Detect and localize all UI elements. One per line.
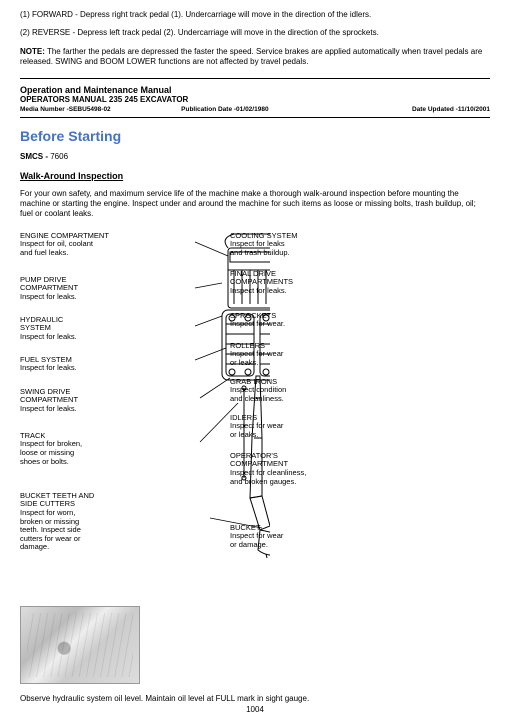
- callout-sub: Inspect for wear.: [230, 320, 350, 329]
- divider-bottom: [20, 117, 490, 118]
- callout-left-2: HYDRAULIC SYSTEMInspect for leaks.: [20, 316, 110, 342]
- manual-subtitle: OPERATORS MANUAL 235 245 EXCAVATOR: [20, 95, 490, 104]
- callout-left-3: FUEL SYSTEMInspect for leaks.: [20, 356, 110, 373]
- callout-left-6: BUCKET TEETH AND SIDE CUTTERSInspect for…: [20, 492, 110, 552]
- callout-sub: Inspect for leaks.: [20, 333, 110, 342]
- section-heading: Before Starting: [20, 128, 490, 144]
- smcs-line: SMCS - 7606: [20, 152, 490, 161]
- publication-date: Publication Date -01/02/1980: [181, 106, 356, 113]
- hydraulic-gauge-photo: [20, 606, 140, 684]
- callout-sub: Inspect for cleanliness, and broken gaug…: [230, 469, 350, 486]
- callout-title: SWING DRIVE COMPARTMENT: [20, 388, 110, 405]
- callout-sub: Inspect for wear or damage.: [230, 532, 350, 549]
- manual-title: Operation and Maintenance Manual: [20, 85, 490, 95]
- callout-sub: Inspect for leaks.: [20, 405, 110, 414]
- callout-right-5: IDLERSInspect for wear or leaks.: [230, 414, 350, 440]
- callout-left-0: ENGINE COMPARTMENTInspect for oil, coola…: [20, 232, 110, 258]
- media-number: Media Number -SEBU5498-02: [20, 106, 181, 113]
- note-paragraph: NOTE: The farther the pedals are depress…: [20, 47, 490, 68]
- callout-left-1: PUMP DRIVE COMPARTMENTInspect for leaks.: [20, 276, 110, 302]
- callout-sub: Inspect for leaks.: [230, 287, 350, 296]
- callout-sub: Inspect for worn, broken or missing teet…: [20, 509, 110, 552]
- callout-sub: Inspect for wear or leaks.: [230, 422, 350, 439]
- callout-right-1: FINAL DRIVE COMPARTMENTSInspect for leak…: [230, 270, 350, 296]
- callout-title: FINAL DRIVE COMPARTMENTS: [230, 270, 350, 287]
- callout-right-2: SPROCKETSInspect for wear.: [230, 312, 350, 329]
- callout-title: PUMP DRIVE COMPARTMENT: [20, 276, 110, 293]
- observe-text: Observe hydraulic system oil level. Main…: [20, 694, 490, 704]
- callout-sub: Inspect for leaks and trash buildup.: [230, 240, 350, 257]
- callout-title: OPERATOR'S COMPARTMENT: [230, 452, 350, 469]
- smcs-label: SMCS -: [20, 152, 50, 161]
- callout-right-6: OPERATOR'S COMPARTMENTInspect for cleanl…: [230, 452, 350, 487]
- callout-left-4: SWING DRIVE COMPARTMENTInspect for leaks…: [20, 388, 110, 414]
- forward-instruction: (1) FORWARD - Depress right track pedal …: [20, 10, 490, 20]
- callout-right-0: COOLING SYSTEMInspect for leaks and tras…: [230, 232, 350, 258]
- manual-header: Operation and Maintenance Manual OPERATO…: [20, 85, 490, 113]
- callout-left-5: TRACKInspect for broken, loose or missin…: [20, 432, 110, 467]
- note-label: NOTE:: [20, 47, 45, 56]
- callout-sub: Inspect for oil, coolant and fuel leaks.: [20, 240, 110, 257]
- reverse-instruction: (2) REVERSE - Depress left track pedal (…: [20, 28, 490, 38]
- page-number: 1004: [0, 705, 510, 714]
- excavator-diagram: ENGINE COMPARTMENTInspect for oil, coola…: [20, 228, 490, 598]
- callout-title: BUCKET TEETH AND SIDE CUTTERS: [20, 492, 110, 509]
- divider-top: [20, 78, 490, 79]
- callout-title: HYDRAULIC SYSTEM: [20, 316, 110, 333]
- callout-right-4: GRAB IRONSInspect condition and cleanlin…: [230, 378, 350, 404]
- walk-around-heading: Walk-Around Inspection: [20, 171, 490, 181]
- walk-around-body: For your own safety, and maximum service…: [20, 189, 490, 220]
- manual-meta-row: Media Number -SEBU5498-02 Publication Da…: [20, 106, 490, 113]
- callout-sub: Inspect for leaks.: [20, 293, 110, 302]
- callout-sub: Inspect for wear or leaks.: [230, 350, 350, 367]
- callout-sub: Inspect condition and cleanliness.: [230, 386, 350, 403]
- note-body: The farther the pedals are depressed the…: [20, 47, 482, 66]
- callout-sub: Inspect for broken, loose or missing sho…: [20, 440, 110, 466]
- smcs-code: 7606: [50, 152, 68, 161]
- date-updated: Date Updated -11/10/2001: [356, 106, 490, 113]
- callout-sub: Inspect for leaks.: [20, 364, 110, 373]
- callout-right-3: ROLLERSInspect for wear or leaks.: [230, 342, 350, 368]
- callout-right-7: BUCKETInspect for wear or damage.: [230, 524, 350, 550]
